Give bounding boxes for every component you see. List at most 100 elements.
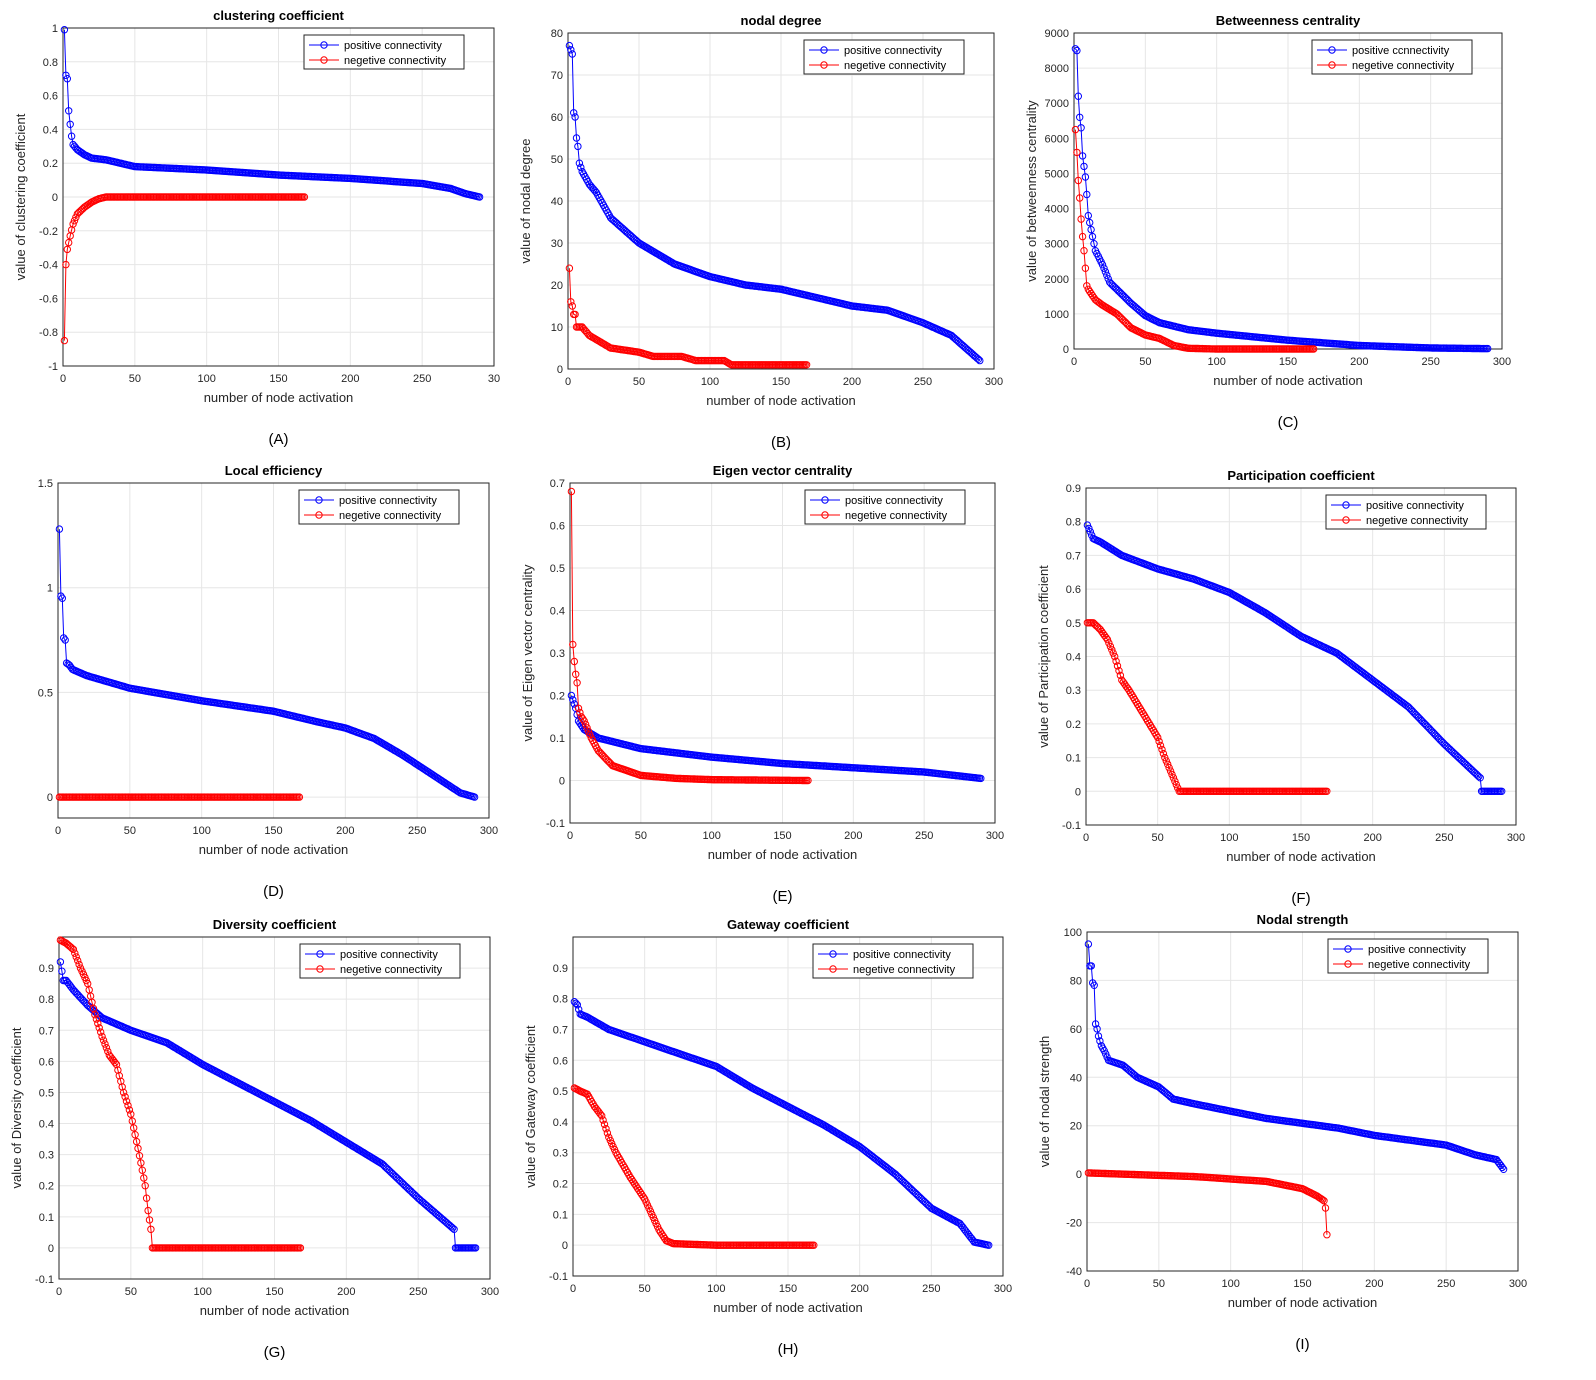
panel-h-label: (H) — [778, 1341, 799, 1358]
panel-g-title: Diversity coefficient — [213, 917, 337, 932]
panel-b: 0 50 100 150 200 250 300 0 10 20 30 40 50 60 70 80 nodal… — [518, 13, 1003, 451]
panel-a-x-tick-label: 200 — [341, 373, 359, 385]
panel-d-point-negetive-connectivity — [295, 793, 304, 801]
panel-b-x-axis-label: number of node activation — [706, 393, 856, 408]
panel-f-point-positive-connectivity — [1085, 524, 1093, 533]
panel-d-x-axis-label: number of node activation — [199, 842, 349, 857]
panel-c-point-positive-ccnnectivity — [1100, 264, 1108, 272]
panel-a-point-negetive-connectivity — [62, 260, 70, 269]
panel-i-y-tick-label: -20 — [1066, 1218, 1082, 1230]
panel-i-point-positive-connectivity — [1498, 1163, 1506, 1172]
panel-c: 0 50 100 150 200 250 3000100020003000400050006… — [1024, 13, 1511, 431]
panel-f-series-negetive-connectivity — [1083, 619, 1331, 795]
panel-e-legend-entry-negetive-connectivity: negetive connectivity — [845, 510, 948, 522]
panel-e-legend: positive connectivity negetive connectivi… — [804, 489, 966, 525]
panel-g-legend-marker-positive-connectivity — [316, 950, 324, 958]
panel-f-label: (F) — [1291, 890, 1310, 907]
panel-h-x-tick-label: 250 — [922, 1283, 940, 1295]
panel-a-point-positive-connectivity — [63, 75, 72, 83]
panel-g-y-axis-label: value of Diversity coefficient — [9, 1027, 24, 1188]
panel-a-point-positive-connectivity — [67, 132, 76, 140]
panel-g-point-negetive-connectivity — [72, 953, 80, 961]
panel-g-legend-marker-negetive-connectivity — [316, 965, 324, 973]
panel-e-y-tick-label: 0.2 — [550, 691, 565, 703]
panel-e-x-tick-label: 250 — [915, 830, 933, 842]
panel-f-point-negetive-connectivity — [1156, 741, 1165, 750]
panel-f-axes-box — [1085, 487, 1517, 826]
panel-c-point-negetive-connectivity — [1080, 247, 1088, 255]
panel-b-series-positive-connectivity — [565, 41, 984, 365]
panel-g-x-axis-label: number of node activation — [200, 1303, 350, 1318]
panel-b-point-positive-connectivity — [976, 356, 984, 365]
panel-i-label: (I) — [1295, 1336, 1309, 1353]
panel-f-point-positive-connectivity — [1086, 528, 1095, 536]
panel-e-x-tick-label: 0 — [567, 830, 573, 842]
panel-b-point-positive-connectivity — [575, 159, 584, 167]
panel-e-legend-marker-positive-connectivity — [821, 496, 829, 504]
panel-i-series-negetive-connectivity — [1084, 1169, 1331, 1239]
panel-g-y-tick-label: -0.1 — [35, 1274, 54, 1286]
panel-f-point-positive-connectivity — [1475, 772, 1483, 781]
panel-c-point-positive-ccnnectivity — [1090, 240, 1098, 248]
panel-h-y-tick-label: 0.3 — [553, 1148, 568, 1160]
panel-c-point-negetive-connectivity — [1310, 345, 1318, 353]
panel-c-point-positive-ccnnectivity — [1071, 45, 1080, 53]
panel-b-point-positive-connectivity — [577, 163, 585, 172]
panel-g-legend-entry-negetive-connectivity: negetive connectivity — [340, 964, 443, 976]
panel-g-y-tick-label: 0.2 — [39, 1181, 54, 1193]
panel-e-y-tick-label: 0.1 — [550, 733, 565, 745]
panel-i-point-negetive-connectivity — [1321, 1204, 1330, 1212]
panel-g: 0 50 100 150 200 250 300-0.100.10.20.30.40.50.… — [9, 917, 499, 1361]
panel-d-series-positive-connectivity — [55, 525, 479, 801]
panel-f-x-tick-label: 150 — [1292, 832, 1310, 844]
panel-i-point-positive-connectivity — [1096, 1037, 1104, 1045]
panel-i-legend: positive connectivity negetive connectivi… — [1327, 938, 1489, 974]
panel-c-point-negetive-connectivity — [1078, 232, 1087, 241]
panel-a-point-negetive-connectivity — [69, 220, 77, 228]
panel-a-point-positive-connectivity — [475, 193, 484, 201]
panel-g-point-negetive-connectivity — [119, 1088, 128, 1097]
panel-e-point-negetive-connectivity — [569, 640, 577, 649]
panel-a-x-tick-label: 150 — [269, 373, 287, 385]
panel-g-series-positive-connectivity — [56, 958, 480, 1252]
panel-e-y-tick-label: 0.4 — [550, 606, 565, 618]
panel-g-point-negetive-connectivity — [99, 1036, 108, 1044]
panel-d-x-tick-label: 100 — [192, 825, 210, 837]
panel-g-point-negetive-connectivity — [92, 1015, 101, 1023]
panel-i-y-tick-label: 80 — [1070, 975, 1082, 987]
panel-c-point-positive-ccnnectivity — [1080, 162, 1088, 171]
panel-i-point-negetive-connectivity — [1318, 1196, 1327, 1204]
panel-b-point-positive-connectivity — [572, 134, 581, 142]
panel-d-point-positive-connectivity — [58, 594, 66, 602]
panel-b-point-positive-connectivity — [574, 142, 582, 151]
panel-b-point-positive-connectivity — [565, 41, 574, 50]
panel-c-point-positive-ccnnectivity — [1078, 152, 1087, 160]
panel-d-x-tick-label: 150 — [264, 825, 282, 837]
panel-c-point-negetive-connectivity — [1081, 264, 1090, 272]
panel-g-point-negetive-connectivity — [118, 1083, 126, 1091]
panel-h-x-axis-label: number of node activation — [713, 1300, 863, 1315]
panel-f-point-negetive-connectivity — [1159, 749, 1168, 758]
panel-f-point-negetive-connectivity — [1106, 642, 1115, 651]
panel-b-y-tick-label: 20 — [551, 280, 563, 292]
panel-e-series-negetive-connectivity — [567, 487, 812, 785]
panel-g-point-negetive-connectivity — [101, 1040, 109, 1048]
panel-d-point-positive-connectivity — [57, 592, 65, 600]
panel-f-point-negetive-connectivity — [1162, 757, 1171, 765]
panel-g-point-negetive-connectivity — [95, 1024, 103, 1032]
panel-g-point-negetive-connectivity — [131, 1131, 139, 1139]
panel-d-point-positive-connectivity — [61, 636, 69, 644]
panel-h-axes-box — [572, 936, 1004, 1277]
panel-e-x-axis-label: number of node activation — [708, 847, 858, 862]
panel-e-point-negetive-connectivity — [580, 717, 588, 725]
panel-f-point-negetive-connectivity — [1161, 753, 1169, 762]
panel-c-point-positive-ccnnectivity — [1087, 225, 1095, 234]
panel-f-y-tick-label: 0.3 — [1066, 685, 1081, 697]
panel-d-title: Local efficiency — [225, 463, 323, 478]
panel-g-point-negetive-connectivity — [121, 1093, 129, 1101]
panel-e-point-negetive-connectivity — [574, 704, 583, 712]
panel-h-point-negetive-connectivity — [602, 1125, 610, 1133]
panel-a-y-tick-label: -0.4 — [39, 260, 58, 272]
panel-f-point-negetive-connectivity — [1169, 774, 1178, 782]
panel-g-point-negetive-connectivity — [128, 1117, 137, 1125]
